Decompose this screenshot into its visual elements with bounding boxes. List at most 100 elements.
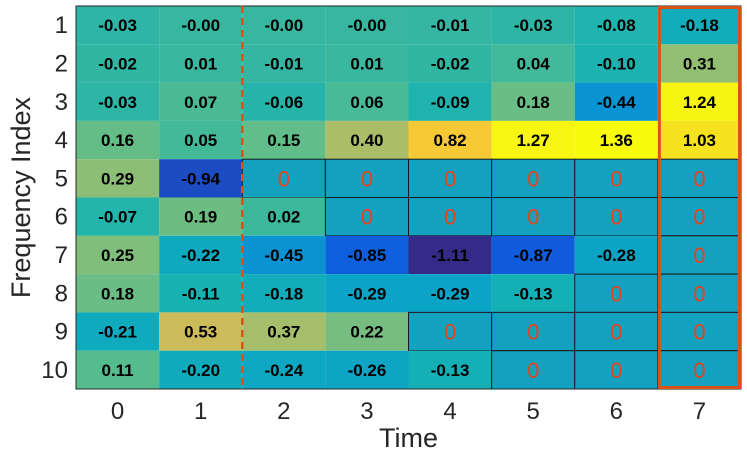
x-tick-label: 2 [277, 398, 290, 425]
heatmap-cell [491, 120, 575, 160]
heatmap-cell [325, 44, 409, 83]
x-tick-label: 3 [360, 398, 373, 425]
cell-value-label: -0.00 [264, 16, 303, 35]
heatmap-cell [159, 350, 243, 389]
cell-value-label: -0.28 [597, 246, 636, 265]
cell-value-label: 0.22 [350, 323, 383, 342]
cell-value-label: 0.05 [184, 131, 217, 150]
heatmap-cell [159, 159, 243, 198]
heatmap-cell [657, 311, 742, 352]
heatmap-cell [76, 197, 160, 236]
heatmap-cell [574, 235, 658, 275]
heatmap-cell [242, 274, 326, 313]
cell-value-label: -0.94 [181, 169, 220, 188]
cell-value-label: -0.24 [264, 361, 303, 380]
heatmap-cell [242, 197, 326, 236]
heatmap-cell [76, 350, 160, 389]
heatmap-cell [408, 6, 492, 45]
cell-value-label: -0.29 [431, 284, 470, 303]
heatmap-cell [76, 6, 160, 45]
cell-value-label: 0.02 [267, 208, 300, 227]
cell-value-label: -0.00 [181, 16, 220, 35]
cell-value-label: 0 [610, 281, 622, 306]
heatmap-cell [159, 6, 243, 45]
y-axis-ticks: 1 2 3 4 5 6 7 8 9 10 [41, 12, 68, 384]
cell-value-label: 0 [693, 358, 705, 383]
cell-value-label: -0.10 [597, 54, 636, 73]
heatmap-cell [325, 235, 409, 275]
heatmap-cell [408, 120, 492, 160]
cell-value-label: 0.40 [350, 131, 383, 150]
heatmap-cell [408, 274, 492, 313]
cell-value-label: 0.11 [101, 361, 133, 380]
heatmap-cell [491, 235, 575, 275]
heatmap-cell [574, 82, 658, 121]
heatmap-cell [159, 44, 243, 83]
cell-value-label: -0.06 [264, 93, 303, 112]
cell-value-label: 0 [527, 166, 539, 191]
heatmap-cell [241, 158, 326, 198]
cell-value-label: 0.53 [184, 323, 217, 342]
heatmap-cell-labels: -0.03 -0.00 -0.00 -0.00 -0.01 -0.03 -0.08 -0.18… [98, 16, 719, 383]
cell-value-label: 0 [693, 205, 705, 230]
cell-value-label: -0.26 [348, 361, 387, 380]
cell-value-label: 0 [361, 205, 373, 230]
y-axis-label: Frequency Index [6, 96, 36, 298]
y-tick-label: 7 [55, 242, 68, 269]
heatmap-cell [408, 82, 492, 121]
cell-value-label: 0.19 [184, 208, 217, 227]
heatmap-cell [325, 6, 409, 45]
x-tick-label: 7 [693, 398, 706, 425]
cell-value-label: -0.09 [431, 93, 470, 112]
cell-value-label: 0 [693, 281, 705, 306]
x-tick-label: 6 [610, 398, 623, 425]
heatmap-cell [574, 311, 659, 352]
cell-value-label: -0.20 [181, 361, 220, 380]
cell-value-label: -0.03 [514, 16, 553, 35]
cell-value-label: 0.04 [517, 54, 551, 73]
cell-value-label: -0.45 [264, 246, 303, 265]
heatmap-cell [408, 197, 493, 237]
cell-value-label: -0.13 [514, 284, 553, 303]
heatmap-cell [76, 312, 160, 351]
heatmap-cell [325, 120, 409, 160]
cell-value-label: 0 [527, 205, 539, 230]
cell-value-label: 1.03 [683, 131, 716, 150]
cell-value-label: 0.16 [101, 131, 134, 150]
cell-value-label: 0 [444, 320, 456, 345]
heatmap-cell [324, 158, 409, 198]
cell-value-label: 0 [610, 205, 622, 230]
y-tick-label: 1 [55, 12, 68, 39]
cell-value-label: -0.02 [98, 54, 137, 73]
cell-value-label: -0.18 [264, 284, 303, 303]
heatmap-cell [76, 82, 160, 121]
heatmap-cell [491, 44, 575, 83]
heatmap-cell [574, 197, 659, 237]
cell-value-label: -1.11 [431, 246, 469, 265]
y-tick-label: 2 [55, 50, 68, 77]
cell-value-label: -0.87 [514, 246, 553, 265]
cell-value-label: -0.85 [348, 246, 387, 265]
cell-value-label: 0 [361, 166, 373, 191]
heatmap-cell [325, 350, 409, 389]
cell-value-label: 0 [693, 243, 705, 268]
cell-value-label: 0.31 [683, 54, 716, 73]
heatmap-cell [657, 273, 742, 313]
heatmap-cell [159, 197, 243, 236]
heatmap-cell [242, 312, 326, 351]
heatmap-cell [242, 82, 326, 121]
cell-value-label: 0 [610, 320, 622, 345]
cell-value-label: 0 [610, 166, 622, 191]
cell-value-label: 0.07 [184, 93, 217, 112]
heatmap-cell [76, 159, 160, 198]
heatmap-cell [325, 312, 409, 351]
y-tick-label: 6 [55, 204, 68, 231]
y-tick-label: 10 [41, 357, 68, 384]
heatmap-cell [574, 6, 658, 45]
heatmap-cell [242, 44, 326, 83]
cell-value-label: 0 [527, 320, 539, 345]
y-tick-label: 5 [55, 165, 68, 192]
heatmap-cell [574, 44, 658, 83]
cell-value-label: 0 [444, 205, 456, 230]
